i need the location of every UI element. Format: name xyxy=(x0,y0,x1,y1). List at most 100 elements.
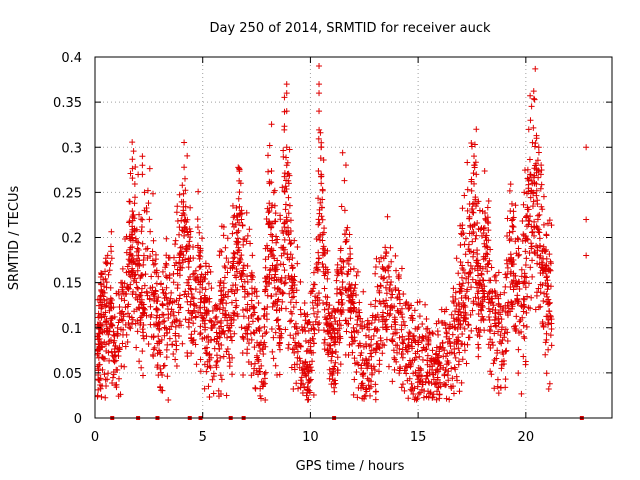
data-point xyxy=(98,305,105,312)
data-point xyxy=(283,108,290,115)
data-point xyxy=(228,337,235,344)
data-point xyxy=(328,357,335,364)
data-point xyxy=(206,393,213,400)
data-point xyxy=(164,297,171,304)
data-point xyxy=(399,333,406,340)
data-point xyxy=(405,333,412,340)
data-point xyxy=(213,313,220,320)
data-point xyxy=(463,360,470,367)
data-point xyxy=(194,224,201,231)
data-point xyxy=(376,258,383,265)
data-point xyxy=(545,316,552,323)
data-point xyxy=(383,290,390,297)
data-point xyxy=(108,315,115,322)
data-point xyxy=(530,95,537,102)
data-point xyxy=(215,340,222,347)
data-point xyxy=(428,355,435,362)
data-point xyxy=(375,368,382,375)
data-point xyxy=(340,306,347,313)
data-point xyxy=(98,323,105,330)
data-point xyxy=(503,347,510,354)
data-point xyxy=(351,328,358,335)
data-point xyxy=(212,315,219,322)
data-point xyxy=(537,185,544,192)
data-point xyxy=(186,225,193,232)
data-point xyxy=(170,312,177,319)
data-point xyxy=(299,370,306,377)
data-point xyxy=(150,261,157,268)
data-point xyxy=(499,337,506,344)
data-point xyxy=(520,295,527,302)
data-point xyxy=(471,221,478,228)
data-point xyxy=(355,361,362,368)
data-point xyxy=(261,323,268,330)
data-point xyxy=(457,324,464,331)
data-point xyxy=(547,312,554,319)
data-point xyxy=(237,210,244,217)
data-point xyxy=(270,247,277,254)
data-point xyxy=(187,234,194,241)
x-tick-label: 15 xyxy=(410,430,427,445)
data-point xyxy=(176,295,183,302)
data-point xyxy=(336,339,343,346)
data-point xyxy=(468,327,475,334)
data-point xyxy=(385,263,392,270)
data-point xyxy=(269,348,276,355)
data-point xyxy=(105,349,112,356)
data-point xyxy=(287,241,294,248)
data-point xyxy=(307,376,314,383)
data-point xyxy=(235,195,242,202)
data-point xyxy=(310,305,317,312)
data-point xyxy=(405,342,412,349)
data-point xyxy=(446,338,453,345)
data-point xyxy=(132,235,139,242)
data-point xyxy=(196,255,203,262)
data-point xyxy=(209,307,216,314)
data-point xyxy=(336,317,343,324)
data-point xyxy=(177,244,184,251)
data-point xyxy=(489,339,496,346)
data-point xyxy=(526,156,533,163)
data-point xyxy=(182,316,189,323)
data-point xyxy=(440,381,447,388)
data-point xyxy=(224,317,231,324)
data-point xyxy=(166,335,173,342)
data-point xyxy=(126,198,133,205)
data-point xyxy=(473,232,480,239)
data-point xyxy=(111,313,118,320)
data-point xyxy=(188,350,195,357)
data-point xyxy=(492,306,499,313)
data-point xyxy=(229,264,236,271)
data-point xyxy=(529,190,536,197)
data-point xyxy=(265,209,272,216)
y-tick-label: 0.4 xyxy=(61,51,82,66)
data-point xyxy=(459,274,466,281)
data-point xyxy=(140,261,147,268)
data-point xyxy=(276,325,283,332)
data-point xyxy=(220,232,227,239)
data-point xyxy=(248,297,255,304)
data-point xyxy=(414,395,421,402)
data-point xyxy=(357,352,364,359)
data-point xyxy=(316,63,323,70)
data-point xyxy=(353,368,360,375)
data-point xyxy=(164,274,171,281)
data-point xyxy=(368,353,375,360)
data-point xyxy=(144,187,151,194)
data-point xyxy=(309,358,316,365)
data-point xyxy=(525,206,532,213)
data-point xyxy=(246,321,253,328)
data-point xyxy=(400,318,407,325)
data-point xyxy=(521,279,528,286)
data-point xyxy=(444,350,451,357)
data-point xyxy=(424,352,431,359)
data-point xyxy=(159,301,166,308)
data-point xyxy=(542,351,549,358)
data-point xyxy=(113,366,120,373)
data-point xyxy=(332,380,339,387)
data-point xyxy=(248,272,255,279)
data-point xyxy=(185,290,192,297)
data-point xyxy=(508,235,515,242)
data-point xyxy=(527,305,534,312)
data-point xyxy=(142,271,149,278)
